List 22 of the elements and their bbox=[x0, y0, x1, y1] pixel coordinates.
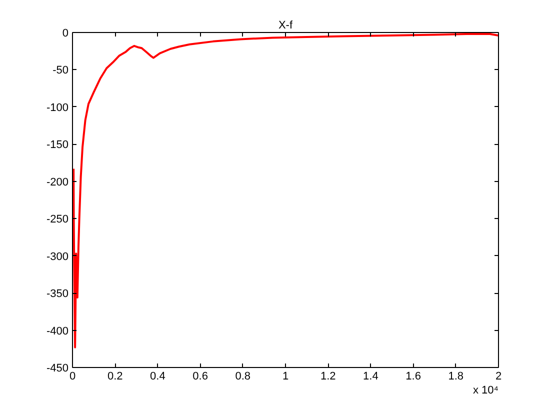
chart-title: X-f bbox=[278, 20, 294, 32]
x-tick-label: 1.4 bbox=[363, 370, 378, 382]
text: x 10⁴ bbox=[472, 384, 499, 396]
y-tick-label: -300 bbox=[46, 250, 69, 263]
x-tick-label: 0.8 bbox=[235, 370, 251, 382]
y-tick-label: -450 bbox=[46, 362, 69, 374]
x-tick-label: 1.6 bbox=[406, 370, 421, 382]
x-tick-label: 1.8 bbox=[448, 370, 464, 382]
y-tick-label: -350 bbox=[46, 288, 69, 300]
y-tick-label: -200 bbox=[46, 176, 69, 188]
y-tick-label: -150 bbox=[46, 139, 69, 152]
x-tick-label: 2 bbox=[495, 370, 502, 382]
x-tick-label: 0.4 bbox=[150, 370, 166, 382]
y-tick-label: -50 bbox=[52, 64, 69, 77]
y-tick-label: 0 bbox=[62, 28, 69, 40]
y-tick-label: -250 bbox=[46, 214, 69, 226]
y-tick-label: -400 bbox=[46, 325, 69, 338]
x-tick-label: 1.2 bbox=[320, 370, 336, 382]
x-tick-label: 0.2 bbox=[107, 370, 123, 382]
x-tick-label: 1 bbox=[282, 370, 289, 382]
y-tick-label: -100 bbox=[46, 102, 69, 114]
x-tick-label: 0.6 bbox=[192, 370, 208, 382]
